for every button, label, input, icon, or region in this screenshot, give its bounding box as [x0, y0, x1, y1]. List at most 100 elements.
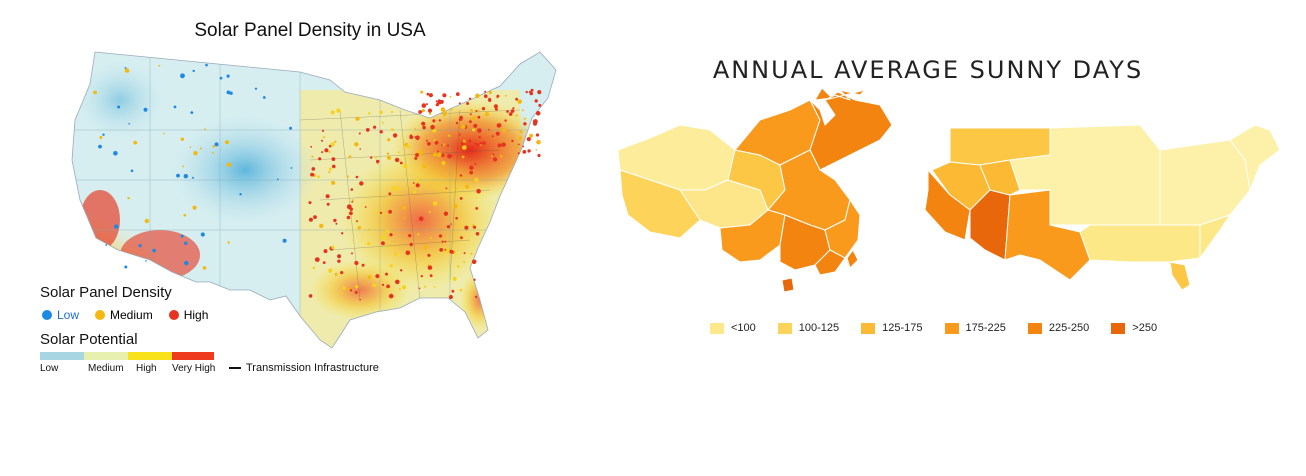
legend-swatch: [710, 322, 724, 334]
density-dot: [193, 151, 198, 156]
density-dot: [430, 124, 435, 130]
density-dot: [368, 112, 371, 115]
density-dot: [458, 133, 461, 136]
density-dot: [441, 161, 446, 165]
density-dot: [484, 90, 487, 93]
density-dot: [414, 127, 417, 130]
density-dot: [180, 234, 184, 238]
density-dot: [427, 264, 430, 267]
density-dot: [501, 142, 506, 147]
density-dot: [450, 107, 453, 111]
density-dot: [455, 216, 458, 220]
density-dot: [491, 154, 493, 157]
density-dot: [530, 88, 534, 92]
density-dot: [312, 173, 315, 176]
density-dot: [389, 246, 393, 249]
density-dot: [324, 148, 329, 153]
density-dot: [158, 64, 161, 67]
density-dot: [219, 76, 223, 80]
density-dot: [323, 249, 328, 254]
density-dot: [459, 174, 463, 177]
density-dot: [506, 110, 509, 113]
density-dot: [386, 152, 390, 155]
density-dot: [113, 151, 118, 156]
density-dot: [414, 136, 417, 138]
density-dot: [461, 155, 465, 159]
density-dot: [340, 271, 344, 275]
density-dot: [93, 90, 97, 95]
density-dot: [376, 163, 379, 165]
density-dot: [432, 119, 436, 123]
density-dot: [388, 209, 392, 214]
density-dot: [529, 91, 534, 96]
density-dot: [421, 103, 427, 108]
density-dot: [444, 240, 447, 243]
density-dot: [391, 186, 395, 190]
density-dot: [405, 250, 411, 256]
density-dot: [459, 288, 463, 292]
density-dot: [471, 115, 476, 120]
density-dot: [308, 294, 313, 298]
density-dot: [262, 96, 266, 99]
density-dot: [463, 252, 466, 255]
density-legend-label: Low: [57, 308, 80, 322]
density-dot: [408, 234, 412, 238]
density-dot: [359, 181, 364, 186]
density-dot: [311, 155, 314, 158]
density-dot: [475, 110, 478, 112]
density-dot: [495, 131, 500, 136]
density-dot: [517, 99, 522, 104]
density-dot: [473, 278, 476, 281]
density-dot: [402, 285, 407, 290]
density-legend-medium: Medium: [95, 308, 153, 322]
density-dot: [522, 145, 525, 148]
density-dot: [102, 133, 105, 136]
density-dot: [314, 257, 320, 262]
density-dot: [384, 213, 387, 216]
density-dot: [124, 265, 128, 269]
density-dot: [456, 265, 460, 268]
density-dot: [439, 248, 444, 252]
density-dot: [538, 103, 542, 107]
density-dot: [379, 130, 383, 134]
density-dot: [381, 235, 386, 240]
density-dot: [330, 142, 335, 147]
density-dot: [390, 110, 394, 113]
density-dot: [446, 225, 451, 229]
density-dot: [402, 205, 407, 210]
density-dot: [517, 143, 520, 146]
density-dot: [476, 197, 478, 199]
density-dots: [93, 63, 542, 301]
medium-density-dot-icon: [95, 310, 106, 320]
density-dot: [435, 100, 438, 103]
density-dot: [364, 206, 367, 208]
density-dot: [487, 128, 490, 131]
density-dot: [535, 149, 538, 151]
density-dot: [331, 180, 336, 185]
density-dot: [535, 133, 540, 137]
density-dot: [432, 170, 435, 172]
density-dot: [374, 156, 378, 159]
density-dot: [422, 125, 426, 130]
density-dot: [328, 268, 333, 273]
density-dot: [477, 128, 482, 133]
density-dot: [340, 291, 344, 295]
density-dot: [523, 122, 527, 126]
density-dot: [152, 248, 156, 253]
density-dot: [470, 252, 473, 255]
density-dot: [312, 266, 316, 270]
density-dot: [356, 220, 358, 223]
density-dot: [342, 286, 346, 290]
density-dot: [532, 121, 538, 126]
density-dot: [429, 274, 433, 278]
density-dot: [515, 114, 518, 117]
density-dot: [176, 173, 180, 178]
usa-sunny-map: [924, 124, 1281, 291]
density-dot: [328, 150, 331, 153]
density-dot: [346, 175, 349, 178]
density-dot: [473, 123, 478, 128]
density-dot: [502, 128, 506, 133]
density-dot: [437, 100, 442, 105]
china-map: [617, 87, 893, 293]
density-dot: [379, 211, 383, 215]
